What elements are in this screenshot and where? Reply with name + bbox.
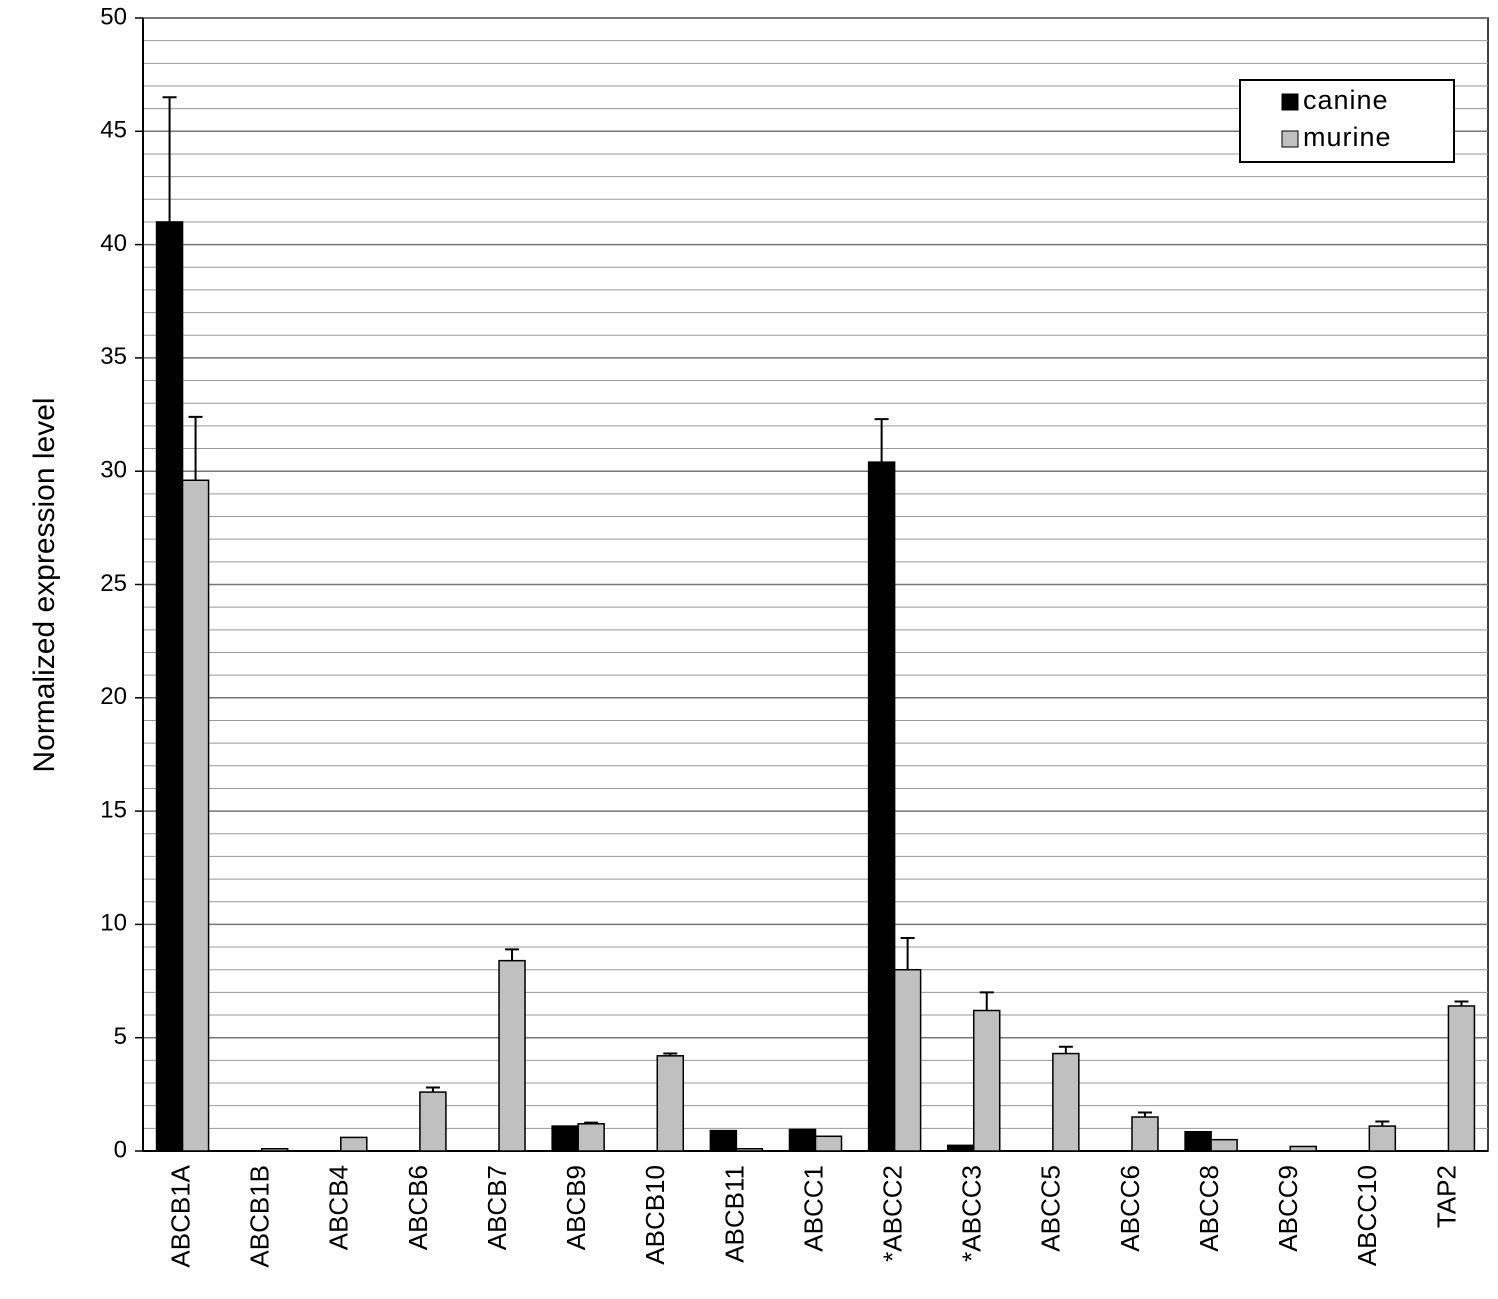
x-tick-label: ABCC8 (1194, 1165, 1224, 1252)
x-tick-label: ABCB10 (640, 1165, 670, 1265)
bar (946, 1144, 975, 1152)
x-tick-label: ABCC5 (1036, 1165, 1066, 1252)
bar (1368, 1125, 1397, 1152)
y-tick-label: 0 (114, 1136, 127, 1163)
x-tick-label: ABCB6 (403, 1165, 433, 1250)
bar (893, 968, 922, 1152)
bar (1447, 1005, 1476, 1152)
x-tick-label: ABCB9 (561, 1165, 591, 1250)
error-bar (505, 948, 520, 961)
y-tick-label: 45 (100, 117, 127, 144)
x-tick-label: *ABCC3 (957, 1165, 987, 1262)
x-tick-label: ABCB7 (482, 1165, 512, 1250)
bar (340, 1136, 368, 1152)
error-bar (1058, 1045, 1073, 1054)
x-tick-label: ABCC9 (1273, 1165, 1303, 1252)
bar (656, 1055, 685, 1152)
error-bar (1454, 1000, 1469, 1006)
error-bar (188, 415, 203, 481)
y-axis-title: Normalized expression level (28, 397, 61, 772)
bar (972, 1009, 1001, 1152)
x-tick-label: ABCC1 (798, 1165, 828, 1252)
x-tick-label: ABCC10 (1352, 1165, 1382, 1266)
error-bar (979, 991, 994, 1011)
x-tick-label: ABCB1A (165, 1164, 195, 1267)
bar (735, 1147, 764, 1152)
y-tick-label: 5 (114, 1023, 127, 1050)
bar (181, 479, 210, 1152)
legend-label: canine (1303, 85, 1389, 115)
x-tick-label: ABCB4 (324, 1165, 354, 1250)
x-tick-label: ABCB1B (245, 1165, 275, 1268)
y-tick-label: 35 (100, 343, 127, 370)
bar (155, 221, 184, 1152)
legend-box (1239, 79, 1455, 163)
x-tick-label: *ABCC2 (877, 1165, 907, 1262)
error-bar (162, 96, 177, 222)
error-bar (425, 1086, 440, 1093)
y-tick-label: 40 (100, 230, 127, 257)
y-tick-label: 20 (100, 683, 127, 710)
bar (1289, 1145, 1317, 1152)
bar (1210, 1138, 1238, 1152)
legend-swatch (1281, 93, 1299, 111)
y-tick-label: 30 (100, 457, 127, 484)
error-bar (900, 936, 915, 970)
bar (788, 1128, 817, 1152)
bar (814, 1135, 843, 1152)
bar (1131, 1116, 1159, 1152)
x-tick-label: ABCB11 (719, 1165, 749, 1263)
bar (1184, 1130, 1212, 1152)
bar (419, 1091, 447, 1152)
error-bar (663, 1052, 678, 1056)
legend-label: murine (1303, 122, 1392, 152)
bar (867, 461, 896, 1152)
error-bar (1375, 1120, 1390, 1127)
y-tick-label: 15 (100, 796, 127, 823)
x-tick-label: TAP2 (1431, 1165, 1461, 1228)
bar (577, 1123, 605, 1152)
bar (551, 1125, 579, 1152)
bar (498, 959, 526, 1152)
bar (1052, 1052, 1080, 1152)
y-tick-label: 50 (100, 3, 127, 30)
bar (260, 1147, 289, 1152)
error-bar (584, 1121, 599, 1124)
y-tick-label: 25 (100, 570, 127, 597)
x-tick-label: ABCC6 (1115, 1165, 1145, 1252)
bar (709, 1129, 738, 1152)
error-bar (874, 418, 889, 463)
y-tick-label: 10 (100, 910, 127, 937)
error-bar (1137, 1111, 1152, 1118)
legend-swatch (1281, 130, 1299, 148)
